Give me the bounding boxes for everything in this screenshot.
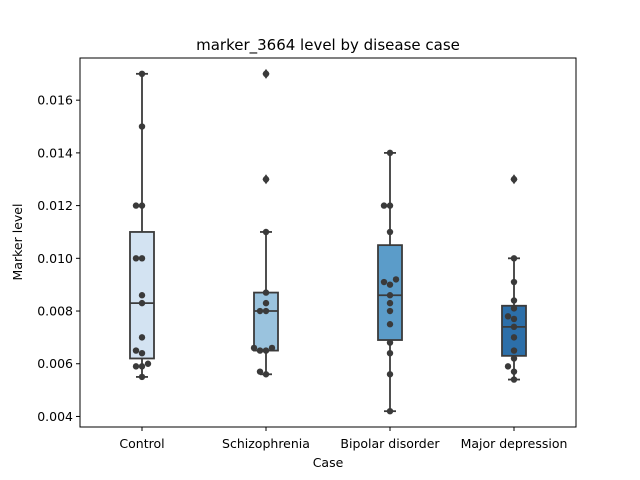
x-axis: Control Schizophrenia Bipolar disorder Majo… (119, 427, 567, 451)
data-point (386, 371, 394, 378)
data-point (138, 350, 146, 357)
y-tick-label: 0.012 (37, 198, 73, 213)
data-point (138, 255, 146, 262)
y-tick-label: 0.016 (37, 93, 73, 108)
data-point (386, 149, 394, 157)
x-tick-label: Schizophrenia (222, 436, 310, 451)
data-point (386, 299, 394, 307)
data-point (138, 202, 146, 209)
data-point (386, 281, 394, 288)
data-point (132, 255, 140, 262)
x-tick-label: Control (119, 436, 164, 451)
chart-title: marker_3664 level by disease case (196, 36, 460, 55)
data-point (510, 297, 518, 304)
y-tick-label: 0.010 (37, 251, 73, 266)
data-point (386, 202, 394, 209)
y-tick-label: 0.014 (37, 145, 73, 160)
data-point (132, 202, 140, 209)
box-group-control (129, 70, 155, 381)
y-axis-title: Marker level (10, 204, 25, 281)
data-point (250, 344, 258, 352)
data-point (392, 276, 400, 283)
data-point (262, 307, 270, 315)
data-point (138, 70, 146, 78)
data-point (262, 228, 270, 236)
x-tick-label: Major depression (461, 436, 568, 451)
data-point (138, 373, 146, 381)
data-point (138, 363, 146, 370)
data-point (510, 315, 518, 323)
data-point (510, 376, 518, 383)
data-point (386, 228, 394, 236)
y-tick-label: 0.006 (37, 356, 73, 371)
data-point (510, 347, 518, 354)
data-point (262, 176, 270, 183)
x-axis-title: Case (313, 455, 344, 470)
data-point (510, 305, 518, 312)
y-tick-label: 0.008 (37, 304, 73, 319)
box-group-schizophrenia (250, 68, 279, 378)
data-point (510, 368, 518, 375)
data-point (504, 363, 512, 370)
data-point (510, 278, 518, 286)
x-tick-label: Bipolar disorder (340, 436, 440, 451)
data-point (132, 363, 140, 370)
data-point (510, 255, 518, 262)
data-point (144, 360, 152, 367)
data-point (262, 299, 270, 307)
data-point (510, 323, 518, 331)
data-point (380, 202, 388, 209)
data-point (138, 123, 146, 130)
data-point (256, 368, 264, 375)
data-point (510, 355, 518, 362)
data-point (386, 307, 394, 315)
y-tick-label: 0.004 (37, 409, 73, 424)
box-group-major-depression (501, 174, 527, 383)
data-point (262, 371, 270, 378)
data-point (256, 307, 264, 315)
data-point (256, 347, 264, 354)
data-point (262, 347, 270, 354)
y-axis: 0.004 0.006 0.008 0.010 0.012 0.014 0.016 (37, 93, 80, 424)
data-point (386, 321, 394, 328)
data-point (386, 407, 394, 415)
data-point (138, 299, 146, 307)
data-point (138, 292, 146, 299)
data-point (386, 350, 394, 357)
data-point (262, 289, 270, 296)
data-point (510, 334, 518, 341)
plot-area (129, 68, 527, 415)
data-point (132, 347, 140, 354)
data-point (510, 176, 518, 183)
data-point (380, 278, 388, 286)
plot-frame (79, 57, 577, 428)
data-point (262, 70, 270, 78)
data-point (386, 339, 394, 346)
box-group-bipolar-disorder (377, 149, 403, 415)
data-point (138, 334, 146, 341)
data-point (268, 344, 276, 352)
data-point (386, 292, 394, 299)
data-point (504, 313, 512, 320)
